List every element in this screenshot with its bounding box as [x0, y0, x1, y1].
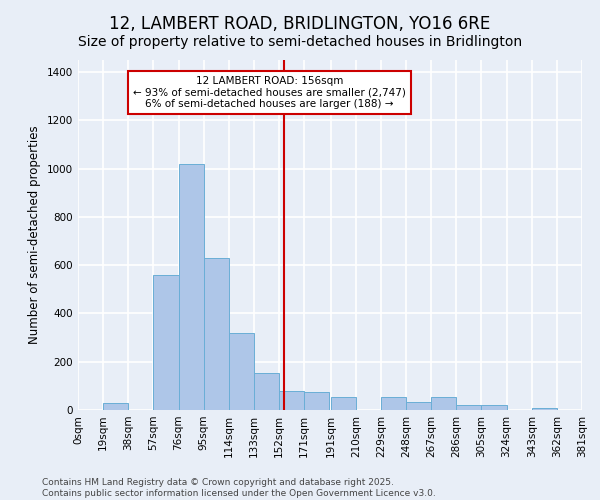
Bar [154, 275, 179, 410]
Bar [279, 390, 304, 410]
Text: 12, LAMBERT ROAD, BRIDLINGTON, YO16 6RE: 12, LAMBERT ROAD, BRIDLINGTON, YO16 6RE [109, 15, 491, 33]
Bar [457, 405, 481, 410]
Bar [406, 402, 431, 410]
Bar [229, 333, 254, 410]
Text: Size of property relative to semi-detached houses in Bridlington: Size of property relative to semi-detach… [78, 35, 522, 49]
Bar [431, 396, 457, 410]
Bar [179, 164, 203, 410]
Y-axis label: Number of semi-detached properties: Number of semi-detached properties [28, 126, 41, 344]
Bar [481, 405, 506, 410]
Bar [331, 396, 356, 410]
Text: Contains HM Land Registry data © Crown copyright and database right 2025.
Contai: Contains HM Land Registry data © Crown c… [42, 478, 436, 498]
Bar [203, 258, 229, 410]
Bar [254, 372, 279, 410]
Bar [103, 403, 128, 410]
Bar [304, 392, 329, 410]
Bar [532, 408, 557, 410]
Text: 12 LAMBERT ROAD: 156sqm
← 93% of semi-detached houses are smaller (2,747)
6% of : 12 LAMBERT ROAD: 156sqm ← 93% of semi-de… [133, 76, 406, 109]
Bar [381, 396, 406, 410]
